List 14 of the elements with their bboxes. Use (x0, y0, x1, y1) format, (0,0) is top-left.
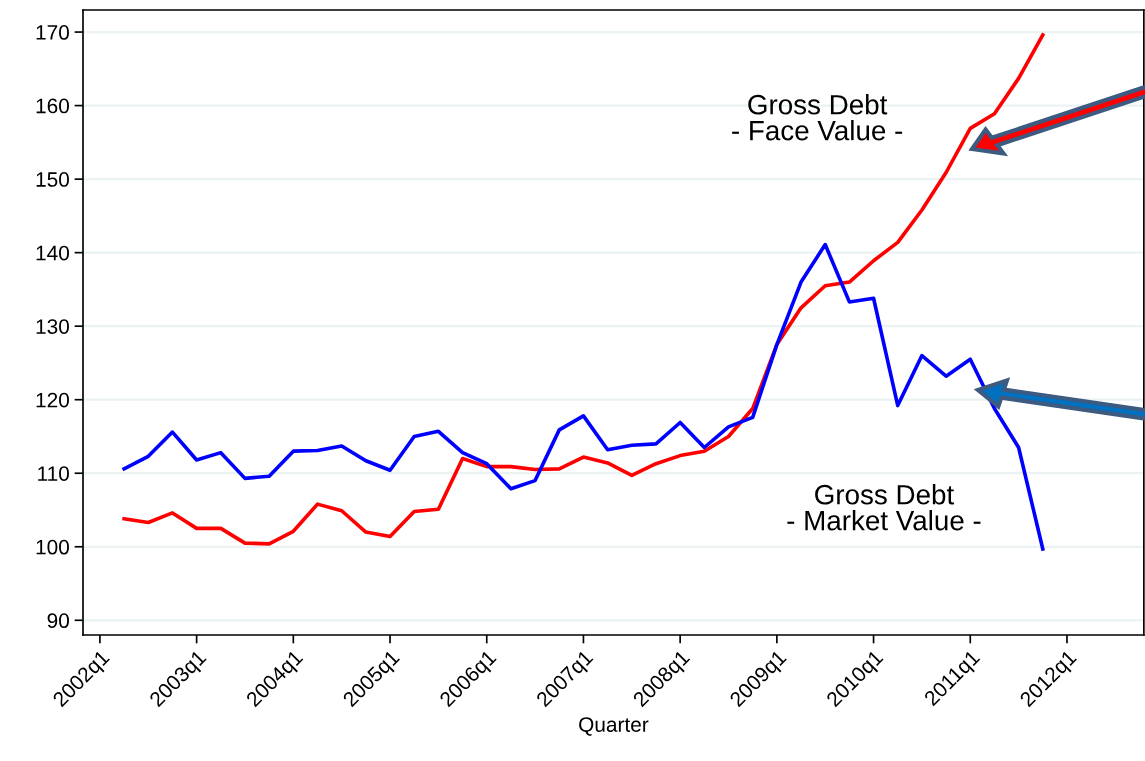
x-axis-title: Quarter (579, 717, 649, 736)
y-tick-label: 160 (36, 98, 69, 114)
line-series (122, 33, 1045, 546)
line-series (122, 242, 1045, 551)
y-tick-label: 90 (47, 613, 69, 629)
y-tick-label: 130 (36, 319, 69, 334)
y-tick-label: 170 (36, 25, 69, 40)
y-tick-label: 140 (36, 245, 69, 261)
y-tick-label: 150 (36, 172, 69, 187)
y-tick-label: 100 (36, 539, 69, 555)
y-tick-label: 120 (36, 392, 69, 408)
annotation: Gross Debt - Market Value - (787, 484, 981, 531)
y-tick-label: 110 (38, 466, 69, 481)
annotation: Gross Debt - Face Value - (732, 94, 903, 141)
